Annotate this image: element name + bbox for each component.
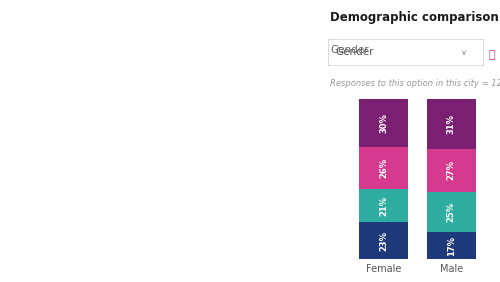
Text: 31%: 31% (446, 114, 456, 134)
Text: ⓘ: ⓘ (488, 50, 495, 60)
Text: 26%: 26% (380, 158, 388, 178)
Bar (359, 222, 408, 259)
Bar (426, 149, 476, 192)
Text: 30%: 30% (380, 113, 388, 133)
Bar (359, 147, 408, 189)
Text: 21%: 21% (380, 195, 388, 216)
Text: Responses to this option in this city = 1223: Responses to this option in this city = … (330, 79, 500, 88)
Text: Gender: Gender (330, 45, 368, 55)
Text: Demographic comparison by: Demographic comparison by (330, 11, 500, 24)
Text: 27%: 27% (446, 160, 456, 180)
Text: ∨: ∨ (461, 48, 467, 57)
Text: 25%: 25% (446, 202, 456, 222)
Text: 23%: 23% (380, 231, 388, 251)
Text: Gender: Gender (335, 47, 374, 57)
Bar (359, 99, 408, 147)
Bar (359, 189, 408, 222)
Bar (426, 192, 476, 232)
Bar (426, 232, 476, 259)
Bar (426, 99, 476, 149)
Text: 17%: 17% (446, 236, 456, 256)
